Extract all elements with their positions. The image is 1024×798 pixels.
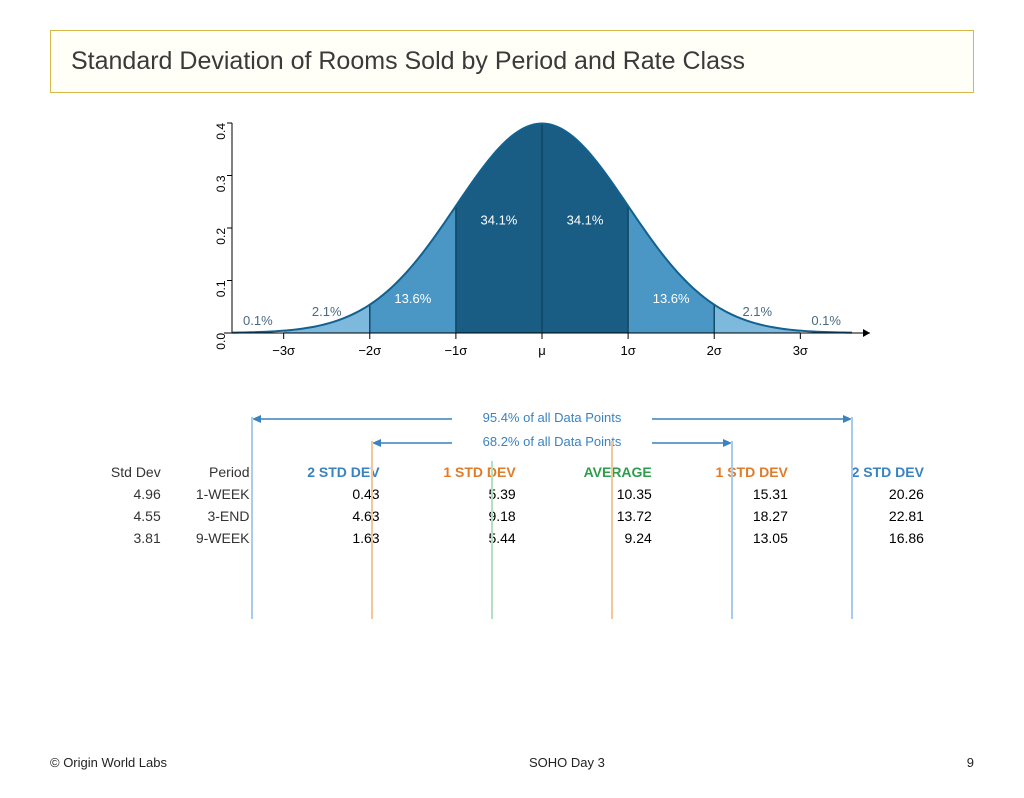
td-val: 9.24 [534,530,670,546]
bell-curve-svg: 0.0 0.1 0.2 0.3 0.4 −3σ −2σ −1σ μ 1σ 2σ 3σ 2.1% 13.6%… [152,113,872,363]
th-std: Std Dev [82,464,173,480]
td-period: 1-WEEK [173,486,262,502]
svg-text:0.1: 0.1 [214,280,228,297]
col-separator [371,441,373,619]
col-separator [731,441,733,619]
normal-distribution-chart: 0.0 0.1 0.2 0.3 0.4 −3σ −2σ −1σ μ 1σ 2σ 3σ 2.1% 13.6%… [152,113,872,363]
td-std: 3.81 [82,530,173,546]
svg-text:2.1%: 2.1% [742,304,772,319]
th-1pos: 1 STD DEV [670,464,806,480]
range-arrows: 95.4% of all Data Points 68.2% of all Da… [82,407,942,461]
td-val: 16.86 [806,530,942,546]
svg-text:13.6%: 13.6% [653,291,690,306]
svg-text:34.1%: 34.1% [481,213,518,228]
svg-text:0.1%: 0.1% [811,313,841,328]
td-val: 5.44 [398,530,534,546]
th-avg: AVERAGE [534,464,670,480]
svg-text:0.4: 0.4 [214,123,228,140]
svg-text:−2σ: −2σ [358,343,381,358]
th-period: Period [173,464,262,480]
col-separator [251,417,253,619]
col-separator-end [851,417,853,619]
td-val: 10.35 [534,486,670,502]
svg-text:2.1%: 2.1% [312,304,342,319]
table-row: 3.819-WEEK1.635.449.2413.0516.86 [82,527,942,549]
svg-text:1σ: 1σ [620,343,635,358]
table-row: 4.553-END4.639.1813.7218.2722.81 [82,505,942,527]
td-std: 4.96 [82,486,173,502]
td-period: 3-END [173,508,262,524]
td-std: 4.55 [82,508,173,524]
svg-text:0.3: 0.3 [214,175,228,192]
svg-text:2σ: 2σ [707,343,722,358]
td-period: 9-WEEK [173,530,262,546]
col-separator [611,441,613,619]
svg-text:0.1%: 0.1% [243,313,273,328]
svg-text:13.6%: 13.6% [394,291,431,306]
td-val: 20.26 [806,486,942,502]
std-dev-table: Std Dev Period 2 STD DEV 1 STD DEV AVERA… [82,461,942,549]
th-2pos: 2 STD DEV [806,464,942,480]
svg-text:−1σ: −1σ [444,343,467,358]
td-val: 0.43 [262,486,398,502]
svg-text:3σ: 3σ [793,343,808,358]
table-row: 4.961-WEEK0.435.3910.3515.3120.26 [82,483,942,505]
svg-text:μ: μ [538,343,546,358]
range-and-table: 95.4% of all Data Points 68.2% of all Da… [82,407,942,549]
td-val: 13.05 [670,530,806,546]
td-val: 1.63 [262,530,398,546]
td-val: 18.27 [670,508,806,524]
page-title: Standard Deviation of Rooms Sold by Peri… [71,47,953,76]
td-val: 15.31 [670,486,806,502]
col-separator [491,461,493,619]
td-val: 13.72 [534,508,670,524]
td-val: 9.18 [398,508,534,524]
svg-text:−3σ: −3σ [272,343,295,358]
outer-range-label: 95.4% of all Data Points [452,410,652,425]
td-val: 5.39 [398,486,534,502]
td-val: 22.81 [806,508,942,524]
table-body: 4.961-WEEK0.435.3910.3515.3120.264.553-E… [82,483,942,549]
th-1neg: 1 STD DEV [398,464,534,480]
title-bar: Standard Deviation of Rooms Sold by Peri… [50,30,974,93]
inner-range-label: 68.2% of all Data Points [452,434,652,449]
svg-text:0.0: 0.0 [214,333,228,350]
td-val: 4.63 [262,508,398,524]
th-2neg: 2 STD DEV [262,464,398,480]
svg-text:0.2: 0.2 [214,228,228,245]
svg-text:34.1%: 34.1% [567,213,604,228]
table-header: Std Dev Period 2 STD DEV 1 STD DEV AVERA… [82,461,942,483]
